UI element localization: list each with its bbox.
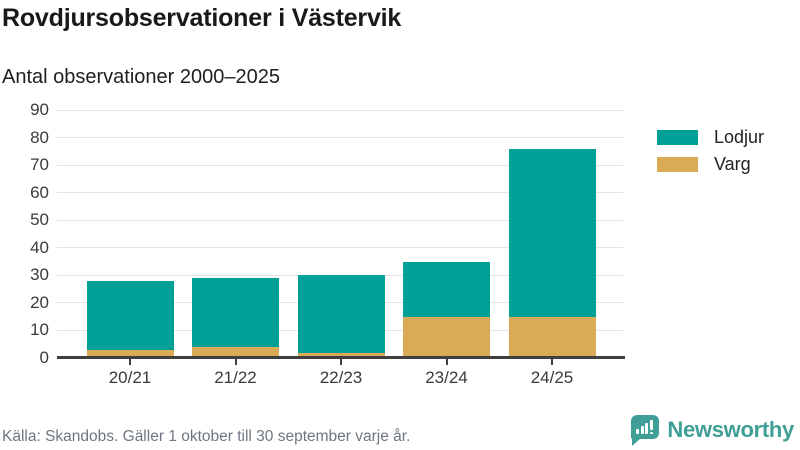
- y-tick-label: 0: [39, 348, 49, 367]
- y-tick-label: 60: [30, 182, 49, 202]
- x-tick-label: 20/21: [108, 368, 152, 387]
- bar-segment-varg: [297, 352, 385, 358]
- bar-segment-lodjur: [192, 278, 279, 347]
- y-tick-label: 50: [30, 210, 49, 230]
- y-tick-label: 90: [30, 100, 49, 119]
- y-tick-label: 30: [30, 265, 49, 285]
- y-tick-label: 20: [30, 292, 49, 312]
- gridline: [57, 247, 623, 249]
- bar-segment-varg: [403, 316, 490, 358]
- brand-logo: Newsworthy: [631, 414, 794, 446]
- page-title: Rovdjursobservationer i Västervik: [2, 4, 402, 32]
- y-tick-label: 40: [30, 237, 49, 257]
- y-tick-label: 80: [30, 127, 49, 147]
- speech-bubble-tail: [632, 438, 642, 446]
- x-tick: [340, 359, 342, 365]
- gridline: [57, 164, 623, 166]
- legend-swatch: [657, 130, 698, 145]
- legend-label: Lodjur: [714, 127, 765, 147]
- legend: Lodjur Varg: [657, 124, 764, 178]
- bar-segment-lodjur: [403, 261, 490, 317]
- newsworthy-bubble-icon: [631, 414, 660, 446]
- y-tick-label: 70: [30, 155, 49, 175]
- bar-22/23: [297, 110, 385, 358]
- bar-20/21: [86, 110, 174, 358]
- bar-chart-glyph-icon: [636, 420, 654, 434]
- x-tick: [234, 359, 237, 365]
- x-tick-label: 21/22: [214, 368, 257, 387]
- bar-segment-varg: [86, 349, 174, 358]
- x-tick-label: 24/25: [530, 368, 574, 387]
- gridline: [57, 274, 623, 276]
- legend-item-lodjur: Lodjur: [657, 124, 764, 151]
- bar-segment-lodjur: [86, 280, 174, 350]
- gridline: [57, 109, 623, 111]
- x-tick: [129, 359, 131, 365]
- plot-area: [57, 109, 623, 358]
- x-tick-label: 23/24: [425, 368, 468, 387]
- x-tick: [445, 359, 448, 365]
- legend-label: Varg: [714, 154, 751, 174]
- bar-21/22: [192, 110, 279, 358]
- y-tick-label: 10: [30, 320, 49, 340]
- bar-segment-varg: [192, 346, 279, 358]
- bar-segment-lodjur: [508, 148, 596, 317]
- x-tick: [551, 359, 553, 365]
- gridline: [57, 137, 623, 139]
- bar-segment-varg: [508, 316, 596, 358]
- exclamation-glyph: [649, 418, 653, 434]
- source-note: Källa: Skandobs. Gäller 1 oktober till 3…: [2, 428, 411, 445]
- x-tick-label: 22/23: [319, 368, 363, 387]
- x-axis-line: [57, 356, 625, 359]
- legend-item-varg: Varg: [657, 151, 764, 178]
- bar-24/25: [508, 110, 596, 358]
- bar-segment-lodjur: [297, 275, 385, 353]
- gridline: [57, 219, 623, 221]
- legend-swatch: [657, 157, 698, 172]
- bar-23/24: [403, 110, 490, 358]
- chart-subtitle: Antal observationer 2000–2025: [2, 66, 280, 88]
- bar-chart: 0 10 20 30 40 50 60 70 80 90 20/21 21/22 22/23 23/24…: [0, 100, 800, 400]
- gridline: [57, 192, 623, 194]
- brand-name: Newsworthy: [667, 416, 794, 442]
